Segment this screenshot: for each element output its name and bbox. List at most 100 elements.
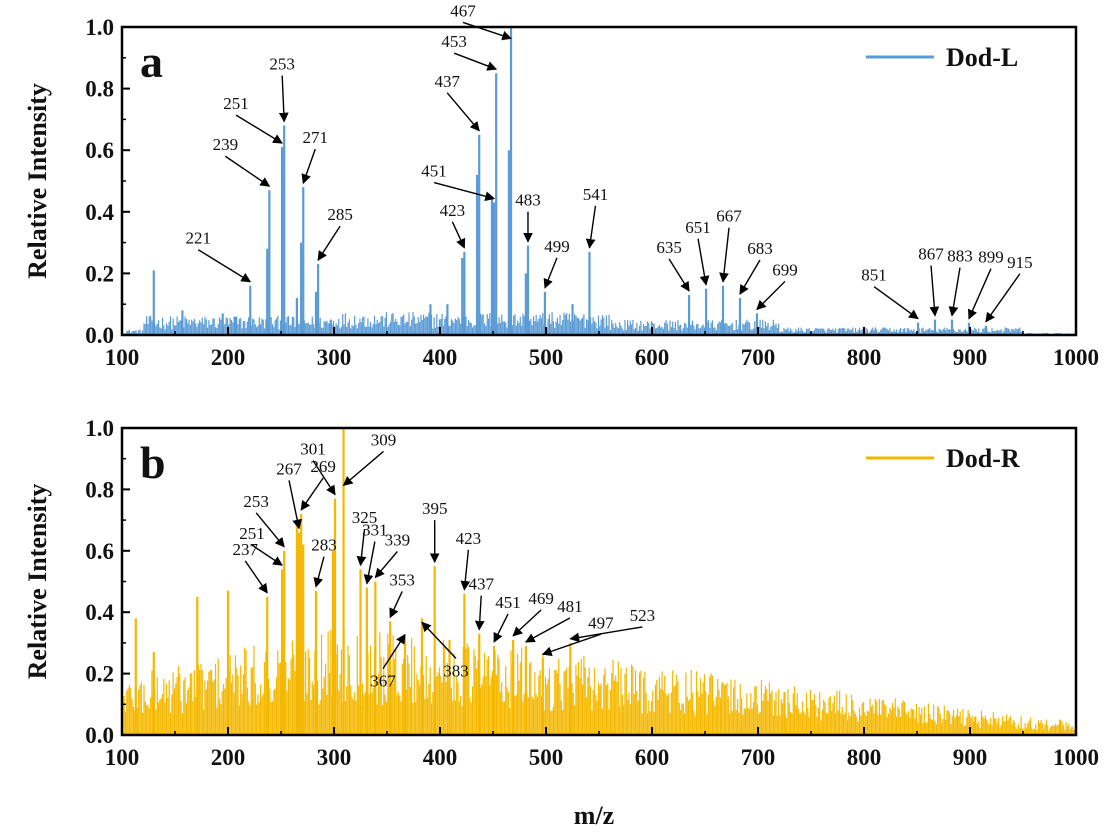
annotation-arrow (460, 549, 471, 591)
peak-annotation-label: 301 (300, 440, 326, 459)
y-tick-label: 0.6 (85, 138, 114, 163)
peak-annotation-label: 451 (421, 162, 447, 181)
y-tick-label: 0.2 (85, 662, 114, 687)
peak-annotation-label: 541 (583, 185, 609, 204)
annotation-arrow (524, 617, 571, 643)
x-tick-label: 300 (317, 345, 352, 370)
x-tick-label: 500 (529, 345, 564, 370)
peak-annotation-label: 635 (656, 238, 682, 257)
annotation-arrow (235, 114, 283, 144)
peak-annotation-label: 267 (276, 459, 302, 478)
annotation-arrow (493, 613, 509, 643)
y-tick-label: 0.2 (85, 261, 114, 286)
y-tick-label: 0.8 (85, 77, 114, 102)
x-tick-label: 1000 (1053, 345, 1099, 370)
peak-annotation-label: 383 (443, 661, 469, 680)
peak-annotation-label: 453 (441, 32, 467, 51)
annotation-arrow (474, 595, 485, 631)
panel-letter: a (140, 36, 163, 87)
annotation-arrow (541, 633, 602, 657)
annotation-arrow (697, 238, 710, 286)
annotation-arrow (453, 52, 498, 71)
peak-annotation-label: 395 (422, 499, 448, 518)
peak-annotation-label: 483 (515, 191, 541, 210)
x-tick-label: 800 (847, 345, 882, 370)
peak-annotation-label: 467 (450, 1, 476, 20)
y-tick-label: 1.0 (85, 416, 114, 441)
peak-annotation-label: 251 (223, 94, 249, 113)
annotation-arrow (312, 460, 336, 496)
x-tick-label: 400 (423, 745, 458, 770)
annotation-arrow (756, 280, 786, 311)
annotation-arrow (462, 21, 512, 41)
x-tick-label: 100 (105, 745, 140, 770)
peak-annotation-label: 915 (1007, 253, 1033, 272)
shared-x-axis-title: m/z (574, 801, 614, 830)
y-tick-label: 0.0 (85, 323, 114, 348)
peak-annotation-label: 221 (186, 229, 212, 248)
y-tick-label: 1.0 (85, 15, 114, 40)
peak-annotation-label: 683 (747, 239, 773, 258)
peak-annotation-label: 499 (544, 237, 570, 256)
annotation-arrow (300, 477, 324, 511)
peak-annotation-label: 253 (269, 55, 295, 74)
y-axis-title: Relative Intensity (23, 484, 52, 680)
annotation-arrow (389, 591, 403, 619)
annotation-arrow (288, 480, 303, 530)
annotation-arrow (873, 286, 919, 320)
peak-annotation-label: 367 (370, 672, 396, 691)
baseline-noise (123, 628, 1076, 735)
peak-annotation-label: 497 (588, 613, 614, 632)
x-tick-label: 500 (529, 745, 564, 770)
peak-annotation-label: 437 (434, 72, 460, 91)
annotation-arrow (374, 551, 398, 579)
peak-annotation-label: 423 (456, 529, 482, 548)
annotation-arrow (948, 267, 961, 317)
annotation-arrow (569, 626, 643, 643)
panel-letter: b (140, 437, 166, 488)
annotation-arrow (433, 181, 496, 202)
peak-annotation-label: 883 (947, 247, 973, 266)
annotation-arrow (313, 556, 325, 588)
panel-a: 100 200 300 400 500 600 700 800 900 1000 0.0 0.2 0.4… (23, 1, 1099, 370)
peak-annotation-label: 285 (327, 205, 353, 224)
y-tick-label: 0.4 (85, 600, 114, 625)
peak-annotation-label: 481 (557, 597, 583, 616)
legend-label: Dod-L (946, 43, 1018, 72)
annotation-arrow (739, 259, 761, 295)
peak-annotation-label: 309 (371, 430, 397, 449)
x-tick-label: 400 (423, 345, 458, 370)
panel-b: 100 200 300 400 500 600 700 800 900 1000 0.0 0.2 0.4… (23, 416, 1099, 770)
annotation-arrow (421, 621, 457, 659)
peak-annotation-label: 269 (310, 457, 336, 476)
annotation-arrow (342, 450, 384, 487)
x-tick-label: 100 (105, 345, 140, 370)
x-tick-label: 700 (741, 745, 776, 770)
annotation-arrow (446, 92, 480, 132)
peak-annotation-label: 699 (772, 260, 798, 279)
legend-label: Dod-R (946, 444, 1020, 473)
peak-annotation-label: 325 (352, 508, 378, 527)
peak-annotation-label: 523 (630, 606, 656, 625)
annotation-arrow (512, 609, 542, 637)
x-tick-label: 900 (953, 745, 988, 770)
peak-annotation-label: 423 (440, 201, 466, 220)
peak-annotation-label: 651 (685, 218, 711, 237)
x-tick-label: 1000 (1053, 745, 1099, 770)
annotation-arrow (278, 75, 289, 123)
y-tick-label: 0.0 (85, 723, 114, 748)
x-tick-label: 700 (741, 345, 776, 370)
peak-annotation-label: 251 (239, 524, 265, 543)
y-tick-label: 0.8 (85, 477, 114, 502)
peak-annotation-label: 239 (213, 135, 239, 154)
annotation-arrow (301, 148, 316, 185)
peak-annotation-label: 437 (468, 575, 494, 594)
annotation-arrow (197, 249, 252, 283)
annotation-arrow (363, 541, 376, 585)
annotation-arrow (985, 273, 1021, 323)
peak-annotation-label: 899 (978, 248, 1004, 267)
peak-annotation-label: 667 (716, 207, 742, 226)
annotation-arrow (224, 155, 271, 187)
y-axis-title: Relative Intensity (23, 83, 52, 279)
